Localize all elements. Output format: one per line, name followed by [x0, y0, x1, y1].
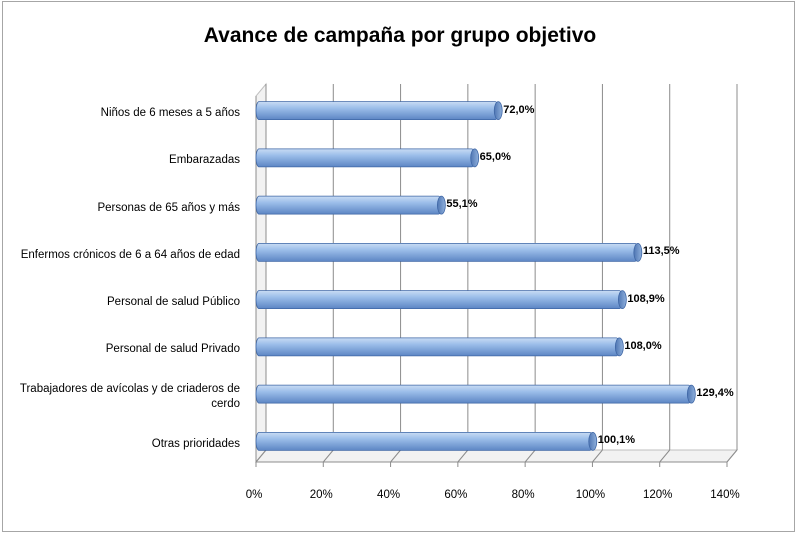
- gridline-diag: [592, 449, 603, 463]
- category-label: Enfermos crónicos de 6 a 64 años de edad: [20, 248, 240, 261]
- side-wall: [255, 82, 267, 464]
- bar-cap: [470, 148, 480, 168]
- gridline-diag: [524, 449, 536, 463]
- gridline-diag: [726, 449, 738, 463]
- bar: [255, 148, 480, 168]
- x-tick-label: 100%: [575, 489, 606, 501]
- bar-cap: [617, 290, 627, 310]
- x-tick-label: 80%: [511, 489, 535, 501]
- bar: [255, 101, 503, 121]
- category-label: Embarazadas: [169, 154, 240, 167]
- gridline-diag: [659, 449, 671, 463]
- bar-cap: [436, 195, 446, 215]
- category-label: Personas de 65 años y más: [97, 201, 240, 214]
- bar-value-label: 108,0%: [624, 339, 662, 352]
- bar-cap: [614, 337, 624, 357]
- bar: [255, 384, 696, 404]
- x-tick-label: 140%: [710, 489, 740, 501]
- category-label: Otras prioridades: [151, 437, 240, 450]
- bar-body: [255, 195, 442, 215]
- bar: [255, 195, 446, 215]
- bar-cap: [686, 384, 696, 404]
- bar-value-label: 65,0%: [479, 150, 511, 163]
- bar: [255, 242, 643, 262]
- bar-body: [255, 431, 594, 451]
- gridline-diag: [457, 449, 469, 463]
- bar-value-label: 72,0%: [503, 103, 535, 116]
- bar-value-label: 113,5%: [642, 245, 680, 258]
- x-tick-label: 40%: [377, 489, 401, 501]
- bar-value-label: 129,4%: [696, 387, 734, 400]
- bar-body: [255, 290, 623, 310]
- bar-value-label: 55,1%: [446, 198, 478, 211]
- bar-body: [255, 101, 499, 121]
- x-tick-label: 120%: [642, 489, 673, 501]
- category-label: Niños de 6 meses a 5 años: [100, 107, 240, 120]
- bar-value-label: 100,1%: [597, 434, 636, 447]
- bar-body: [255, 384, 692, 404]
- bar: [255, 290, 627, 310]
- bar: [255, 431, 598, 451]
- gridline-diag: [322, 449, 334, 463]
- gridline-diag: [255, 449, 267, 463]
- bar-body: [255, 242, 639, 262]
- category-label: Personal de salud Público: [107, 296, 240, 309]
- bar-body: [255, 148, 476, 168]
- gridline-diag: [390, 449, 401, 463]
- category-label: Personal de salud Privado: [105, 343, 240, 356]
- bar: [255, 337, 624, 357]
- bar-value-label: 108,9%: [627, 292, 665, 305]
- x-tick-label: 60%: [444, 489, 468, 501]
- bar-body: [255, 337, 620, 357]
- bar-cap: [633, 242, 643, 262]
- category-label: Trabajadores de avícolas y de criaderos …: [19, 383, 240, 411]
- chart-title: Avance de campaña por grupo objetivo: [203, 24, 597, 47]
- bar-cap: [493, 101, 503, 121]
- bar-cap: [588, 431, 598, 451]
- x-tick-label: 0%: [245, 489, 263, 501]
- x-tick-label: 20%: [309, 489, 333, 501]
